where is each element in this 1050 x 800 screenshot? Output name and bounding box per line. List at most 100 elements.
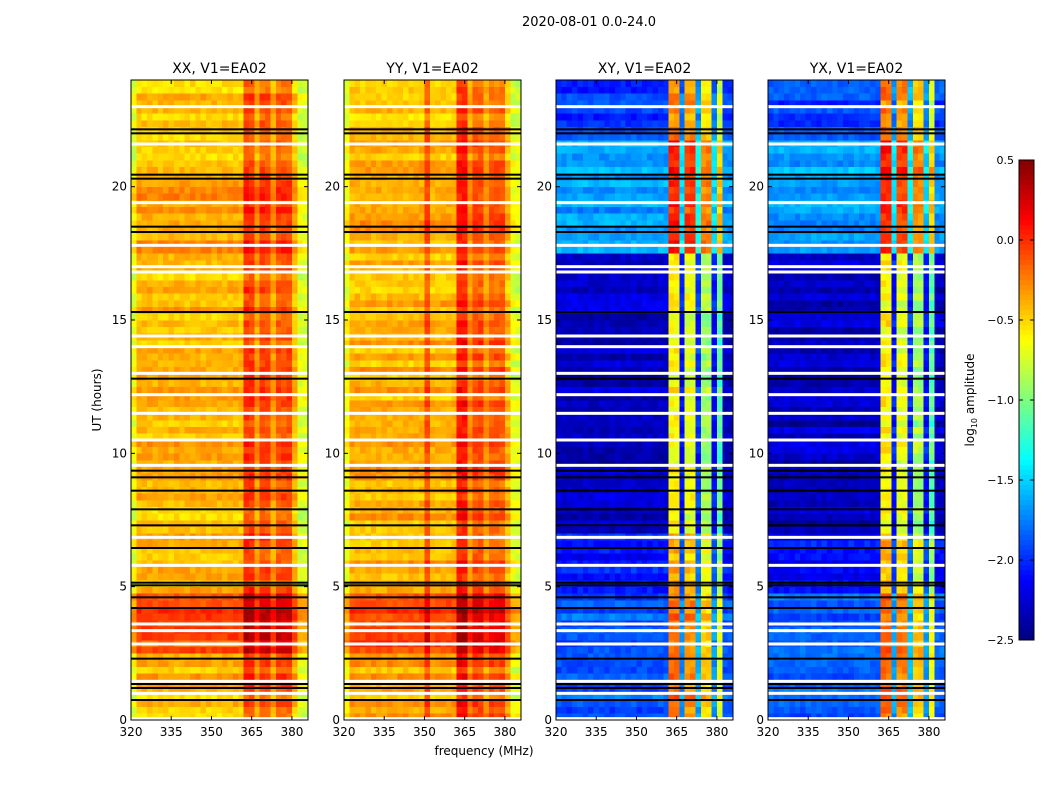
heatmap-cell	[190, 693, 196, 701]
heatmap-cell	[297, 166, 303, 174]
flagged-row-black	[131, 173, 308, 176]
heatmap-cell	[281, 693, 287, 701]
heatmap-cell	[370, 526, 377, 534]
heatmap-cell	[483, 713, 490, 721]
heatmap-cell	[488, 440, 495, 447]
heatmap-cell	[227, 86, 234, 94]
heatmap-cell	[360, 633, 366, 641]
heatmap-cell	[478, 666, 484, 674]
heatmap-cell	[370, 406, 377, 414]
heatmap-cell	[381, 500, 388, 507]
heatmap-cell	[141, 553, 148, 561]
heatmap-cell	[249, 133, 255, 141]
heatmap-cell	[216, 240, 223, 247]
heatmap-cell	[216, 546, 223, 554]
heatmap-cell	[184, 306, 191, 314]
heatmap-cell	[360, 540, 366, 547]
heatmap-cell	[136, 540, 143, 547]
heatmap-cell	[232, 573, 239, 581]
heatmap-cell	[281, 240, 287, 247]
heatmap-cell	[376, 513, 382, 521]
heatmap-cell	[136, 566, 143, 574]
heatmap-cell	[141, 560, 148, 567]
heatmap-cell	[472, 713, 479, 721]
heatmap-cell	[195, 186, 202, 194]
heatmap-cell	[200, 393, 207, 401]
heatmap-cell	[302, 340, 309, 347]
heatmap-cell	[168, 633, 175, 641]
heatmap-cell	[302, 686, 309, 694]
heatmap-cell	[392, 653, 398, 661]
heatmap-cell	[419, 393, 425, 401]
heatmap-cell	[472, 553, 479, 561]
heatmap-cell	[354, 573, 361, 581]
heatmap-cell	[243, 273, 250, 281]
heatmap-cell	[222, 260, 228, 267]
heatmap-cell	[499, 600, 506, 607]
heatmap-cell	[504, 686, 511, 694]
heatmap-cell	[286, 306, 293, 314]
heatmap-cell	[131, 660, 137, 667]
heatmap-cell	[370, 666, 377, 674]
heatmap-cell	[413, 386, 420, 394]
heatmap-cell	[238, 193, 244, 201]
heatmap-cell	[440, 446, 447, 454]
heatmap-cell	[370, 573, 377, 581]
heatmap-cell	[354, 706, 361, 714]
heatmap-cell	[349, 520, 356, 527]
heatmap-cell	[190, 313, 196, 321]
heatmap-cell	[360, 653, 366, 661]
heatmap-cell	[152, 426, 159, 434]
heatmap-cell	[515, 693, 522, 701]
heatmap-cell	[173, 160, 180, 167]
heatmap-cell	[179, 460, 185, 467]
heatmap-cell	[163, 586, 169, 594]
heatmap-cell	[281, 480, 287, 487]
heatmap-cell	[440, 713, 447, 721]
heatmap-cell	[131, 146, 137, 154]
heatmap-cell	[190, 240, 196, 247]
heatmap-cell	[397, 380, 404, 387]
heatmap-cell	[499, 393, 506, 401]
heatmap-cell	[365, 526, 372, 534]
heatmap-cell	[152, 240, 159, 247]
heatmap-cell	[435, 600, 441, 607]
heatmap-cell	[222, 706, 228, 714]
heatmap-cell	[483, 586, 490, 594]
heatmap-cell	[403, 426, 409, 434]
heatmap-cell	[424, 366, 431, 374]
heatmap-cell	[141, 240, 148, 247]
heatmap-cell	[184, 340, 191, 347]
heatmap-cell	[286, 166, 293, 174]
heatmap-cell	[281, 600, 287, 607]
heatmap-cell	[232, 213, 239, 221]
heatmap-cell	[349, 493, 356, 501]
heatmap-cell	[456, 646, 463, 654]
heatmap-cell	[413, 540, 420, 547]
flagged-row-white	[131, 270, 308, 274]
heatmap-cell	[238, 80, 244, 87]
heatmap-cell	[392, 553, 398, 561]
heatmap-cell	[349, 386, 356, 394]
heatmap-cell	[200, 300, 207, 307]
heatmap-cell	[211, 600, 218, 607]
heatmap-cell	[190, 566, 196, 574]
heatmap-cell	[243, 546, 250, 554]
heatmap-cell	[424, 546, 431, 554]
heatmap-cell	[157, 280, 164, 287]
heatmap-cell	[494, 660, 500, 667]
heatmap-cell	[190, 280, 196, 287]
heatmap-cell	[163, 240, 169, 247]
heatmap-cell	[344, 380, 350, 387]
heatmap-cell	[249, 566, 255, 574]
heatmap-cell	[141, 93, 148, 101]
heatmap-cell	[243, 366, 250, 374]
heatmap-cell	[275, 166, 282, 174]
heatmap-cell	[136, 313, 143, 321]
heatmap-cell	[403, 546, 409, 554]
heatmap-cell	[211, 540, 218, 547]
heatmap-cell	[157, 713, 164, 721]
heatmap-cell	[270, 213, 277, 221]
heatmap-cell	[200, 253, 207, 261]
